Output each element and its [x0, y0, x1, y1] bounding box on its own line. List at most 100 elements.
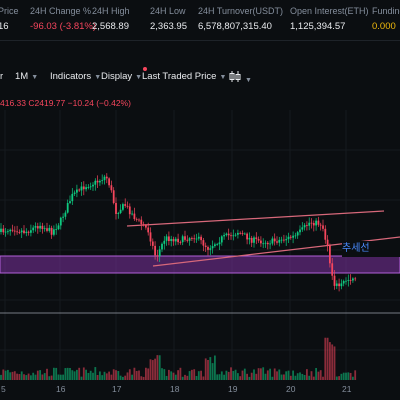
candle-body: [345, 280, 347, 282]
month-interval-button[interactable]: 1M ▼: [15, 71, 38, 82]
stat-label: Open Interest(ETH): [290, 6, 369, 16]
volume-bar: [197, 371, 200, 380]
candle-body: [168, 236, 170, 242]
price-type-selector[interactable]: Last Traded Price ▼: [142, 71, 226, 82]
volume-bar: [124, 375, 127, 380]
candle-body: [202, 240, 205, 246]
volume-bar: [273, 368, 276, 380]
volume-bar: [269, 368, 271, 380]
candle-body: [119, 209, 122, 213]
volume-bar: [16, 373, 18, 380]
volume-bar: [140, 376, 143, 380]
chevron-down-icon: ▼: [219, 74, 227, 81]
volume-bar: [71, 370, 74, 380]
candle-body: [9, 229, 12, 232]
candle-body: [308, 222, 311, 226]
time-tick: 16: [56, 384, 66, 394]
volume-bar: [177, 370, 179, 380]
candle-body: [57, 225, 60, 230]
volume-bar: [59, 374, 62, 380]
candle-body: [135, 219, 138, 220]
chevron-down-icon: ▼: [94, 74, 102, 81]
candle-body: [214, 244, 216, 247]
time-tick: 19: [228, 384, 238, 394]
volume-bar: [195, 375, 198, 380]
candle-body: [218, 242, 221, 245]
candle-body: [246, 233, 248, 240]
volume-bar: [27, 373, 30, 380]
volume-bar: [278, 369, 281, 380]
volume-bar: [248, 376, 251, 380]
close-value: C2419.77: [28, 98, 66, 108]
volume-bar: [262, 367, 265, 380]
volume-bar: [168, 369, 170, 380]
stat-24h-turnover: 24H Turnover(USDT) 6,578,807,315.40: [198, 6, 283, 32]
candle-body: [172, 239, 175, 242]
candle-body: [322, 225, 324, 229]
volume-bar: [285, 371, 288, 380]
stat-24h-high: 24H High 2,568.89: [92, 6, 130, 32]
candle-body: [319, 224, 322, 226]
volume-bar: [255, 373, 258, 380]
volume-bar: [324, 337, 327, 380]
candle-body: [142, 224, 145, 226]
volume-bar: [82, 367, 85, 380]
candle-body: [262, 243, 265, 245]
volume-bar: [186, 375, 189, 380]
volume-bar: [338, 376, 340, 380]
volume-bar: [322, 376, 324, 380]
volume-bar: [110, 374, 113, 380]
candle-body: [230, 235, 232, 237]
stat-value: 0.000: [372, 21, 396, 32]
volume-bar: [46, 368, 48, 380]
volume-bar: [303, 375, 306, 380]
candle-body: [174, 238, 177, 242]
stat-label: 24H Change %: [30, 6, 92, 16]
candle-body: [333, 275, 336, 286]
volume-bar: [161, 368, 163, 380]
candle-body: [170, 239, 173, 242]
volume-bar: [105, 373, 108, 380]
candle-body: [347, 279, 350, 281]
volume-bar: [230, 367, 232, 380]
interval-selector[interactable]: r: [0, 71, 4, 82]
candle-body: [289, 236, 292, 238]
candle-body: [43, 228, 46, 230]
volume-bar: [99, 371, 101, 380]
candle-body: [243, 233, 246, 235]
volume-bar: [333, 346, 336, 380]
volume-bar: [209, 357, 212, 380]
volume-bar: [179, 367, 182, 380]
candle-body: [349, 279, 352, 281]
indicators-button[interactable]: Indicators ▼: [50, 71, 101, 82]
candle-body: [241, 233, 244, 235]
candle-body: [36, 226, 39, 229]
volume-bar: [223, 374, 225, 380]
candle-body: [312, 222, 315, 226]
candle-body: [13, 230, 16, 232]
volume-bar: [34, 374, 37, 380]
volume-bar: [319, 370, 322, 380]
month-label: 1M: [15, 71, 29, 82]
volume-bar: [78, 367, 81, 380]
volume-bar: [292, 370, 294, 380]
header-divider: [0, 40, 400, 41]
volume-bar: [246, 373, 248, 380]
candle-body: [283, 239, 285, 241]
candle-body: [193, 238, 196, 240]
volume-bar: [64, 368, 67, 380]
candle-body: [82, 186, 85, 190]
chart-style-button[interactable]: ▼: [228, 71, 252, 85]
chevron-down-icon: ▼: [245, 77, 252, 84]
candle-body: [216, 244, 219, 245]
candle-body: [59, 217, 62, 226]
volume-bar: [87, 372, 90, 380]
candle-body: [255, 237, 258, 240]
display-button[interactable]: Display ▼: [101, 67, 148, 82]
volume-bar: [243, 368, 246, 380]
volume-bar: [11, 371, 14, 380]
volume-bar: [204, 358, 207, 380]
candle-body: [7, 231, 9, 233]
candle-body: [23, 230, 25, 234]
